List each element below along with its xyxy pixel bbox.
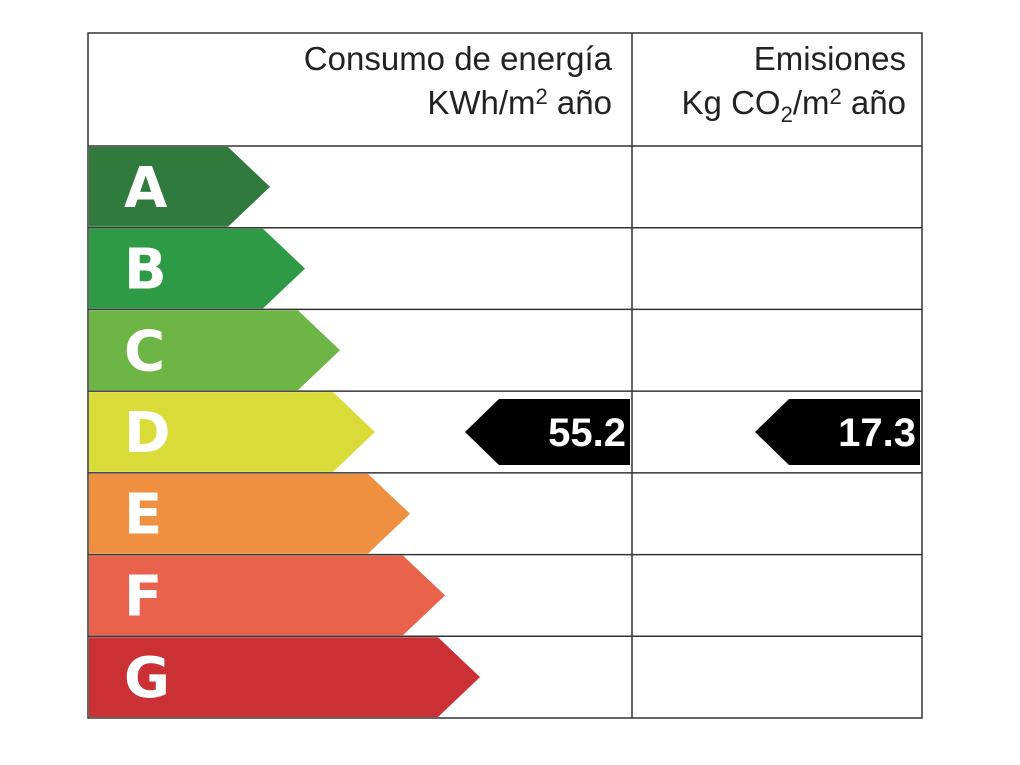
emissions-title: Emisiones [754, 40, 906, 77]
class-letter: E [124, 483, 162, 548]
unit-sup: 2 [536, 84, 548, 109]
class-letter: G [124, 646, 170, 711]
class-arrow [89, 228, 305, 309]
class-arrow [89, 637, 480, 717]
rating-arrow [755, 399, 920, 465]
class-arrow [89, 147, 270, 227]
unit-part: /m [793, 84, 830, 121]
class-letter: A [124, 156, 168, 221]
class-arrow [89, 473, 410, 554]
class-letter: B [124, 238, 167, 303]
unit-sup: 2 [830, 84, 842, 109]
unit-part: año [842, 84, 906, 121]
class-letter: D [124, 401, 170, 466]
class-letter: C [124, 319, 165, 384]
unit-sub: 2 [781, 102, 793, 127]
class-arrow [89, 555, 445, 636]
rating-value: 55.2 [548, 411, 626, 455]
frame [87, 32, 923, 719]
class-letter: F [124, 564, 162, 629]
energy-title: Consumo de energía [304, 40, 613, 77]
unit-part: año [548, 84, 612, 121]
rating-value: 17.3 [838, 411, 916, 455]
class-arrow [89, 392, 375, 472]
unit-part: KWh/m [427, 84, 535, 121]
unit-part: Kg CO [682, 84, 781, 121]
emissions-unit: Kg CO2/m2 año [682, 84, 906, 127]
class-arrow [89, 310, 340, 391]
rating-arrow [465, 399, 630, 465]
energy-unit: KWh/m2 año [427, 84, 612, 121]
